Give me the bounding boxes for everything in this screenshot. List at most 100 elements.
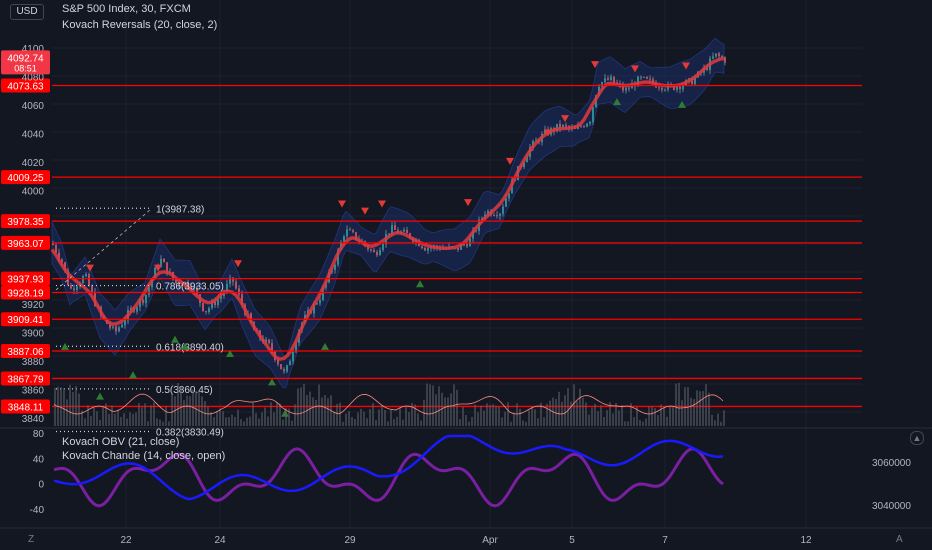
candle-body — [295, 342, 297, 352]
candle-body — [52, 242, 54, 245]
level-label-bg — [1, 371, 50, 386]
volume-bar — [297, 388, 299, 426]
candle-body — [493, 215, 495, 217]
volume-bar — [303, 383, 305, 426]
indicator-kovach-chande[interactable]: Kovach Chande (14, close, open) — [62, 450, 226, 462]
time-tick: 12 — [800, 535, 812, 546]
volume-bar — [183, 400, 185, 426]
candle-body — [565, 124, 567, 127]
price-tick: 3920 — [22, 300, 45, 311]
time-tick: Apr — [482, 535, 498, 546]
zoom-button[interactable]: Z — [28, 534, 35, 545]
volume-bar — [150, 405, 152, 426]
volume-bar — [270, 402, 272, 426]
volume-bar — [381, 405, 383, 426]
volume-bar — [657, 414, 659, 426]
volume-bar — [111, 405, 113, 426]
volume-bar — [342, 421, 344, 426]
volume-bar — [219, 408, 221, 426]
buy-marker-icon — [171, 335, 179, 343]
volume-bar — [414, 404, 416, 426]
volume-bar — [417, 413, 419, 426]
volume-bar — [333, 411, 335, 426]
candle-body — [589, 121, 591, 124]
volume-bar — [708, 392, 710, 426]
horizontal-levels[interactable]: 4073.63 4009.25 3978.35 3963.07 3937.93 3928.… — [1, 78, 862, 414]
candle-body — [232, 277, 234, 282]
fib-label: 0.382(3830.49) — [156, 428, 224, 439]
volume-bar — [522, 420, 524, 426]
volume-bar — [588, 414, 590, 426]
candle-body — [193, 288, 195, 290]
volume-bar — [369, 409, 371, 426]
fibonacci-levels[interactable]: 1(3987.38) 0.786(3933.05) 0.618(3890.40) 0.… — [55, 204, 224, 439]
volume-bar — [360, 408, 362, 426]
candle-body — [112, 326, 114, 328]
candle-body — [211, 301, 213, 308]
volume-bar — [720, 421, 722, 426]
volume-bar — [246, 417, 248, 426]
candle-body — [139, 299, 141, 308]
sell-marker-icon — [631, 65, 639, 73]
candle-body — [715, 53, 717, 57]
volume-bar — [321, 397, 323, 426]
candle-body — [55, 244, 57, 253]
volume-bar — [354, 419, 356, 426]
candle-body — [370, 249, 372, 251]
volume-bar — [258, 418, 260, 426]
volume-bar — [291, 420, 293, 426]
volume-bar — [75, 386, 77, 426]
candle-body — [313, 303, 315, 314]
sell-marker-icon — [506, 157, 514, 165]
candle-body — [226, 283, 228, 292]
level-label-bg — [1, 214, 50, 229]
volume-bar — [609, 402, 611, 426]
candle-body — [583, 126, 585, 128]
indicator-kovach-obv[interactable]: Kovach OBV (21, close) — [62, 436, 180, 448]
volume-bar — [663, 407, 665, 426]
volume-bar — [237, 409, 239, 426]
collapse-pane-icon[interactable]: ▲ — [910, 431, 924, 445]
time-tick: 5 — [569, 535, 575, 546]
currency-button[interactable]: USD — [10, 4, 44, 20]
volume-bar — [639, 419, 641, 426]
volume-bar — [621, 405, 623, 426]
volume-bar — [465, 415, 467, 426]
volume-bar — [282, 419, 284, 426]
indicator-kovach-reversals[interactable]: Kovach Reversals (20, close, 2) — [62, 19, 218, 31]
buy-marker-icon — [678, 100, 686, 108]
price-tick: 3900 — [22, 329, 45, 340]
candle-body — [376, 252, 378, 256]
level-label-bg — [1, 399, 50, 414]
volume-bar — [648, 406, 650, 426]
candle-body — [142, 299, 144, 304]
level-label-bg — [1, 285, 50, 300]
current-price-tag — [1, 50, 50, 75]
candle-body — [502, 206, 504, 214]
volume-bar — [678, 382, 680, 426]
candle-body — [136, 307, 138, 312]
candle-body — [73, 288, 75, 290]
candle-body — [682, 85, 684, 90]
auto-scale-button[interactable]: A — [896, 534, 903, 545]
volume-bar — [468, 421, 470, 426]
volume-bar — [231, 414, 233, 426]
volume-bar — [699, 391, 701, 426]
volume-bar — [615, 402, 617, 426]
volume-bar — [444, 397, 446, 426]
candle-body — [457, 247, 459, 250]
candle-body — [214, 301, 216, 306]
volume-bar — [582, 397, 584, 426]
candle-body — [280, 364, 282, 370]
volume-bar — [570, 401, 572, 426]
candle-body — [658, 87, 660, 89]
volume-bar — [693, 399, 695, 426]
volume-bar — [66, 399, 68, 426]
candle-body — [160, 258, 162, 267]
volume-bar — [456, 389, 458, 426]
volume-bar — [108, 413, 110, 426]
chart-title: S&P 500 Index, 30, FXCM — [62, 3, 191, 15]
candle-body — [91, 285, 93, 292]
candle-body — [175, 279, 177, 283]
